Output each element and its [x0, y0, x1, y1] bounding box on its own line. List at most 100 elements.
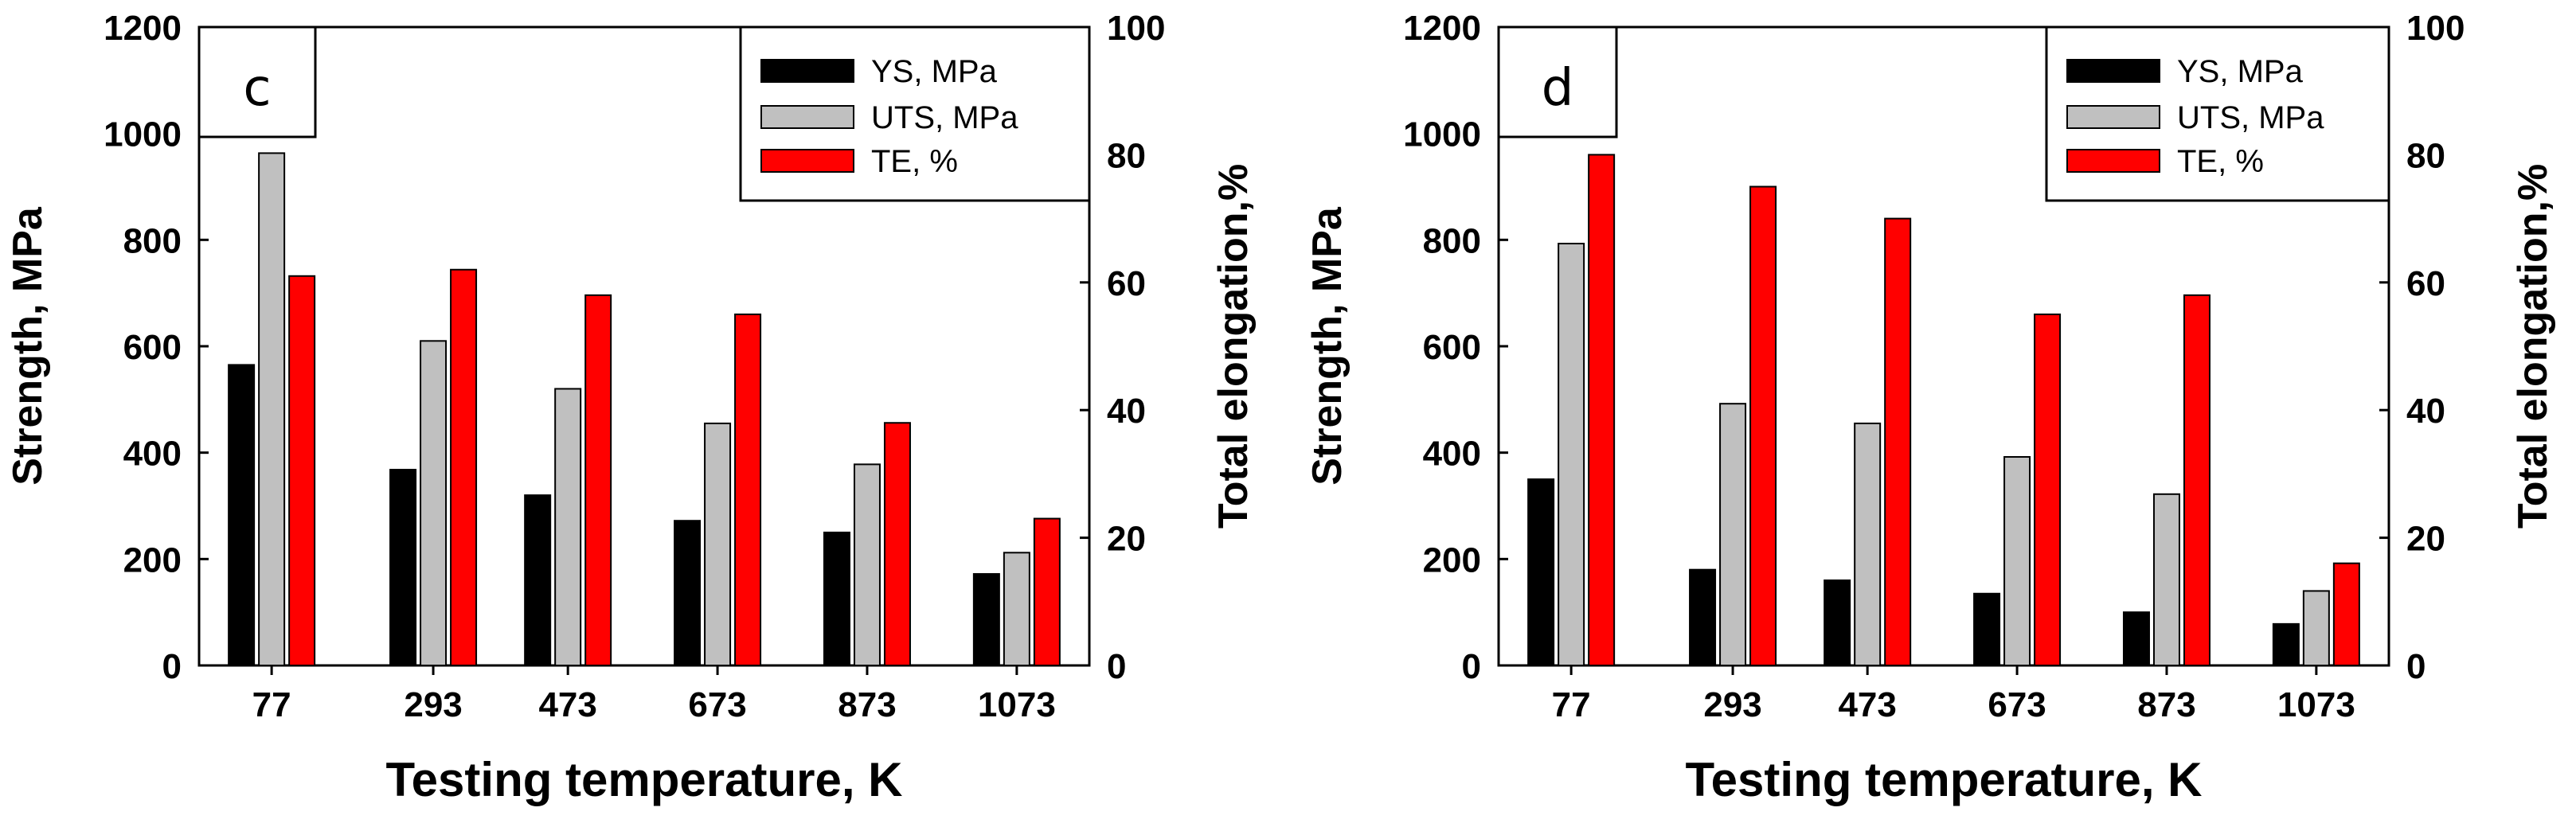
y-tick-label: 600 [123, 328, 182, 367]
y-tick-label: 400 [1423, 435, 1481, 474]
bar-uts-873 [2152, 493, 2180, 667]
y2-tick-label: 40 [2406, 392, 2445, 431]
bar-uts-293 [1719, 403, 1747, 666]
bar-te-293 [450, 268, 478, 666]
x-tick-label: 673 [688, 685, 746, 724]
bar-te-1073 [2332, 562, 2360, 666]
x-tick-label: 293 [404, 685, 462, 724]
bar-uts-1073 [1003, 552, 1030, 667]
y2-tick-label: 100 [1107, 9, 1165, 48]
x-axis-label: Testing temperature, K [385, 753, 902, 806]
panel-d: 0 200 400 600 800 1000 1200 0 20 40 60 80 100 77 293 47… [1304, 9, 2556, 806]
bar-ys-1073 [2272, 622, 2300, 666]
y-axis-label: Strength, MPa [5, 206, 51, 486]
y2-tick-label: 0 [1107, 647, 1126, 686]
y2-tick-label: 80 [1107, 136, 1146, 175]
bar-ys-473 [524, 494, 552, 667]
legend-swatch-te [760, 149, 854, 173]
y-tick-label: 1000 [1403, 115, 1481, 154]
y-axis-label: Strength, MPa [1304, 206, 1351, 486]
legend-label-uts: UTS, MPa [2177, 100, 2324, 135]
y2-tick-label: 20 [2406, 520, 2445, 559]
bar-ys-673 [1973, 592, 2001, 667]
bar-te-77 [1588, 154, 1616, 666]
legend-label-ys: YS, MPa [2177, 54, 2304, 89]
y-tick-label: 1200 [104, 9, 182, 48]
y-tick-label: 400 [123, 435, 182, 474]
bar-te-673 [734, 313, 762, 666]
y2-tick-label: 0 [2406, 647, 2426, 686]
x-tick-label: 1073 [2277, 685, 2355, 724]
legend-swatch-ys [2066, 59, 2160, 83]
y-tick-label: 1000 [104, 115, 182, 154]
legend-swatch-ys [760, 59, 854, 83]
y2-tick-label: 100 [2406, 9, 2465, 48]
bar-uts-293 [420, 340, 448, 666]
x-tick-label: 1073 [978, 685, 1056, 724]
bar-ys-473 [1824, 579, 1851, 666]
y2-axis-label: Total elongation,% [2510, 164, 2556, 529]
bar-te-1073 [1033, 517, 1061, 666]
y2-tick-label: 20 [1107, 520, 1146, 559]
bar-ys-77 [1527, 478, 1555, 666]
y-tick-label: 200 [123, 540, 182, 579]
x-tick-label: 77 [252, 685, 291, 724]
bar-uts-673 [704, 422, 732, 666]
panel-label: c [243, 59, 271, 118]
y-tick-label: 800 [1423, 221, 1481, 260]
legend-swatch-uts [2066, 105, 2160, 129]
bar-ys-873 [2122, 611, 2150, 667]
y2-tick-label: 60 [1107, 264, 1146, 303]
bar-uts-473 [554, 388, 582, 666]
bar-ys-293 [389, 469, 417, 667]
bar-ys-293 [1689, 568, 1717, 667]
x-axis-label: Testing temperature, K [1685, 753, 2202, 806]
y2-tick-label: 40 [1107, 392, 1146, 431]
legend-label-te: TE, % [871, 144, 958, 179]
bar-ys-673 [674, 520, 702, 666]
panel-label: d [1542, 59, 1574, 118]
y2-tick-label: 60 [2406, 264, 2445, 303]
x-tick-label: 473 [1838, 685, 1896, 724]
panel-c: 0 200 400 600 800 1000 1200 0 20 40 60 80 100 77 293 47… [5, 9, 1257, 806]
panel-label-box: c [197, 25, 317, 138]
x-tick-label: 77 [1552, 685, 1591, 724]
y-tick-label: 200 [1423, 540, 1481, 579]
legend: YS, MPa UTS, MPa TE, % [2045, 25, 2390, 202]
bar-te-473 [584, 294, 612, 666]
bar-uts-473 [1854, 422, 1882, 666]
y-tick-label: 1200 [1403, 9, 1481, 48]
bar-ys-77 [228, 364, 256, 666]
x-tick-label: 293 [1703, 685, 1761, 724]
bar-uts-77 [258, 152, 286, 666]
legend-label-uts: UTS, MPa [871, 100, 1018, 135]
panel-label-box: d [1497, 25, 1618, 138]
bar-te-77 [288, 275, 316, 666]
bar-ys-873 [823, 531, 850, 667]
legend-swatch-te [2066, 149, 2160, 173]
bar-te-873 [2183, 294, 2211, 666]
bars [1527, 154, 2360, 667]
bar-uts-673 [2003, 456, 2031, 666]
bar-te-673 [2034, 313, 2062, 666]
legend-label-ys: YS, MPa [871, 54, 998, 89]
bar-te-293 [1749, 185, 1777, 666]
ticks: 0 200 400 600 800 1000 1200 0 20 40 60 80 100 77 293 47… [104, 9, 1165, 724]
legend-swatch-uts [760, 105, 854, 129]
legend-label-te: TE, % [2177, 144, 2264, 179]
x-tick-label: 873 [838, 685, 896, 724]
y-tick-label: 0 [162, 647, 182, 686]
bar-uts-873 [853, 463, 881, 666]
bar-ys-1073 [972, 573, 1000, 667]
x-tick-label: 673 [1988, 685, 2046, 724]
x-tick-label: 873 [2137, 685, 2195, 724]
y2-axis-label: Total elongation,% [1210, 164, 1257, 529]
ticks: 0 200 400 600 800 1000 1200 0 20 40 60 80 100 77 293 47… [1403, 9, 2465, 724]
bars [228, 152, 1061, 667]
bar-uts-1073 [2302, 590, 2330, 667]
x-tick-label: 473 [538, 685, 596, 724]
bar-uts-77 [1558, 243, 1585, 666]
bar-te-873 [883, 422, 911, 666]
bar-te-473 [1884, 217, 1912, 667]
